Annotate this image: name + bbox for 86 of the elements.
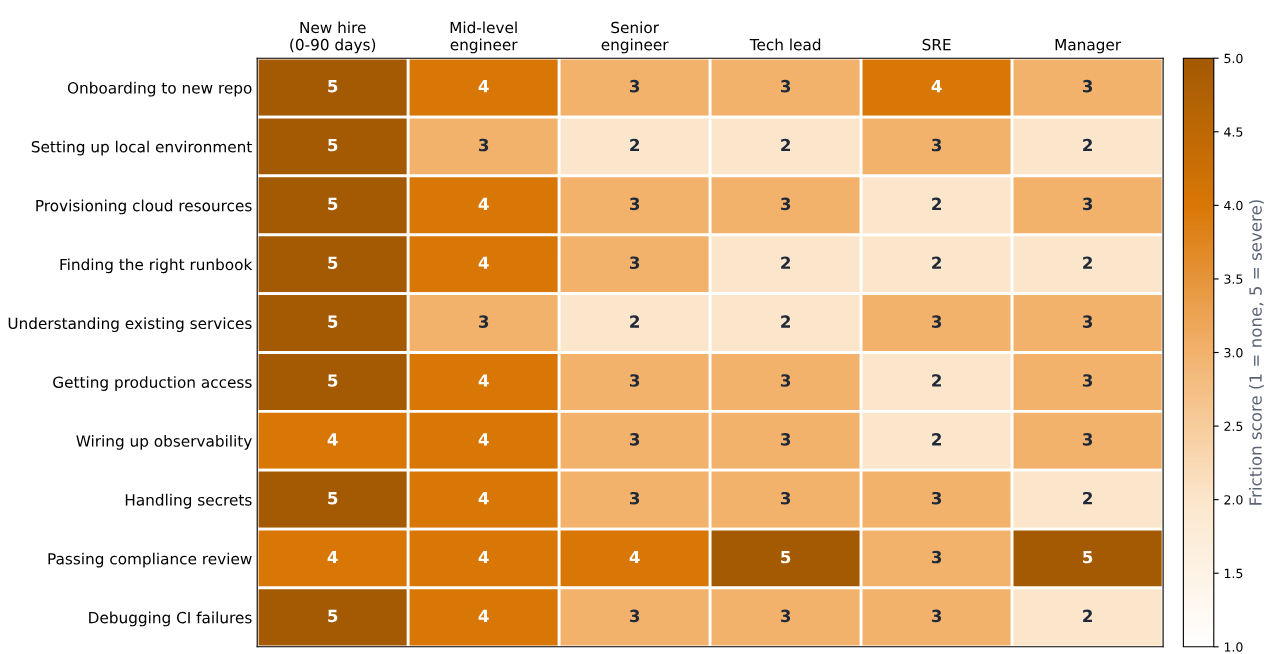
data-label: 4	[478, 197, 489, 210]
data-label: 2	[630, 138, 640, 152]
data-label: 2	[630, 315, 640, 328]
color-bar-label: 1.5	[1224, 568, 1243, 579]
data-label: 4	[478, 80, 489, 93]
data-label: 3	[1082, 197, 1093, 211]
data-label: 2	[781, 315, 790, 328]
y-tick-label: Debugging CI failures	[89, 611, 252, 627]
data-label: 3	[931, 315, 942, 328]
color-bar-label: 5.0	[1224, 53, 1243, 64]
y-tick-label: Passing compliance review	[48, 552, 252, 568]
data-label: 4	[478, 256, 489, 269]
data-label: 3	[478, 138, 489, 152]
data-label: 3	[629, 256, 640, 270]
color-bar-label: 2.5	[1224, 421, 1243, 432]
color-bar-label: 3.5	[1224, 274, 1243, 284]
data-label: 3	[629, 374, 640, 387]
data-label: 3	[629, 491, 640, 505]
y-tick-label: Getting production access	[53, 376, 252, 391]
y-tick-label: Handling secrets	[125, 493, 252, 509]
data-label: 4	[478, 433, 489, 446]
data-label: 5	[328, 256, 338, 270]
x-tick-label: New hire (0-90 days)	[290, 21, 376, 54]
x-tick-label: Mid-level engineer	[450, 21, 518, 54]
data-label: 3	[780, 79, 791, 93]
data-label: 3	[1082, 79, 1093, 93]
data-label: 5	[781, 550, 791, 564]
data-label: 2	[932, 197, 941, 210]
data-label: 3	[931, 550, 942, 564]
data-label: 3	[629, 197, 640, 211]
color-bar-title: Friction score (1 = none, 5 = severe)	[1248, 200, 1264, 505]
data-label: 2	[1083, 491, 1092, 505]
y-tick-label: Understanding existing services	[8, 317, 252, 333]
data-label: 4	[629, 550, 640, 564]
color-bar-label: 4.0	[1224, 200, 1243, 211]
color-bar-label: 1.0	[1224, 642, 1243, 652]
data-label: 3	[780, 491, 791, 505]
data-label: 5	[328, 80, 338, 93]
data-label: 5	[328, 315, 338, 328]
data-label: 3	[478, 315, 489, 328]
y-tick-label: Finding the right runbook	[60, 258, 253, 274]
data-label: 2	[932, 256, 941, 269]
x-tick-label: Tech lead	[749, 38, 821, 51]
data-label: 3	[1082, 433, 1093, 446]
data-label: 3	[780, 433, 791, 446]
x-tick-label: Manager	[1055, 39, 1122, 54]
data-label: 3	[780, 197, 791, 211]
data-label: 5	[328, 374, 338, 387]
y-tick-label: Onboarding to new repo	[67, 81, 252, 97]
data-label: 3	[780, 374, 791, 387]
data-label: 3	[931, 138, 942, 152]
y-tick-label: Setting up local environment	[31, 140, 252, 156]
data-label: 4	[478, 374, 489, 387]
data-label: 3	[629, 609, 640, 623]
data-label: 3	[1082, 374, 1093, 387]
x-tick-label: SRE	[922, 38, 951, 51]
data-label: 5	[328, 609, 338, 623]
data-label: 4	[931, 80, 942, 93]
data-label: 2	[1083, 609, 1092, 622]
data-label: 3	[1082, 315, 1093, 328]
data-label: 2	[1083, 256, 1092, 269]
data-label: 5	[328, 492, 338, 505]
data-label: 3	[780, 609, 791, 623]
data-label: 2	[932, 374, 941, 387]
data-label: 4	[327, 550, 338, 564]
y-tick-label: Wiring up observability	[76, 434, 252, 450]
data-label: 2	[932, 433, 941, 446]
data-label: 2	[781, 138, 790, 152]
data-label: 2	[781, 256, 790, 269]
data-label: 3	[629, 79, 640, 93]
data-label: 5	[1083, 550, 1093, 564]
data-label: 4	[327, 433, 338, 446]
data-label: 4	[478, 550, 489, 564]
data-label: 2	[1083, 138, 1092, 152]
y-tick-label: Provisioning cloud resources	[36, 199, 252, 215]
data-label: 4	[478, 492, 489, 505]
data-label: 3	[931, 609, 942, 623]
x-tick-label: Senior engineer	[601, 21, 669, 54]
color-bar-label: 4.5	[1224, 127, 1243, 137]
data-label: 3	[629, 433, 640, 446]
data-label: 5	[328, 138, 338, 152]
color-bar-label: 3.0	[1224, 347, 1243, 358]
data-label: 4	[478, 609, 489, 622]
color-bar-label: 2.0	[1224, 495, 1243, 505]
data-label: 3	[931, 491, 942, 505]
data-label: 5	[328, 197, 338, 211]
